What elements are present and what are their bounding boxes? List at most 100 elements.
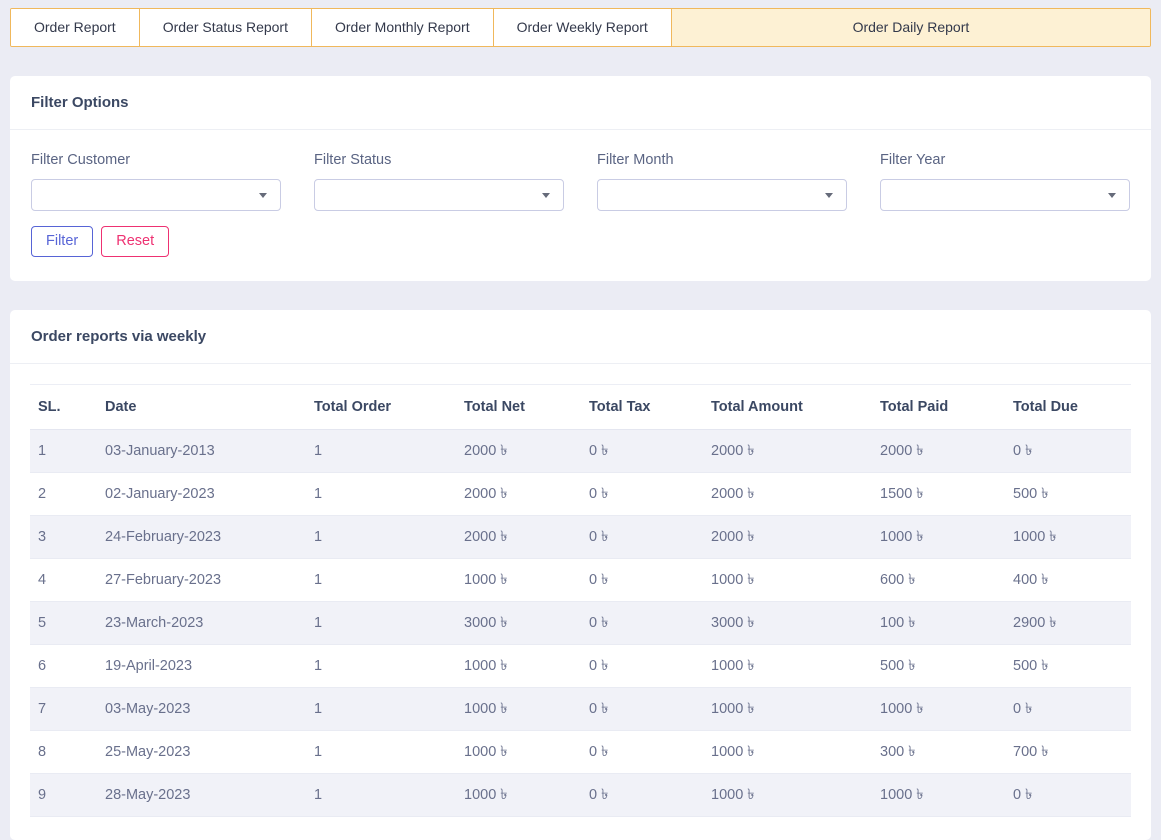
table-cell: 24-February-2023 xyxy=(97,515,306,559)
tab-order-weekly-report[interactable]: Order Weekly Report xyxy=(493,9,672,46)
table-cell: 1000 ৳ xyxy=(456,558,581,602)
column-header-total-net: Total Net xyxy=(456,384,581,430)
table-cell: 400 ৳ xyxy=(1005,558,1131,602)
table-cell: 27-February-2023 xyxy=(97,558,306,602)
filter-status-select[interactable] xyxy=(314,179,564,211)
report-tabs: Order Report Order Status Report Order M… xyxy=(10,8,1151,47)
column-header-total-amount: Total Amount xyxy=(703,384,872,430)
order-reports-table: SL. Date Total Order Total Net Total Tax… xyxy=(30,384,1131,817)
table-cell: 23-March-2023 xyxy=(97,601,306,645)
table-cell: 1 xyxy=(306,687,456,731)
table-cell: 1 xyxy=(306,429,456,473)
column-header-date: Date xyxy=(97,384,306,430)
table-cell: 1 xyxy=(306,515,456,559)
filter-month-field: Filter Month xyxy=(597,152,847,211)
filter-fields: Filter Customer Filter Status Filter Mon… xyxy=(31,152,1130,211)
table-cell: 0 ৳ xyxy=(581,515,703,559)
table-cell: 0 ৳ xyxy=(581,558,703,602)
filter-month-select[interactable] xyxy=(597,179,847,211)
table-cell: 1500 ৳ xyxy=(872,472,1005,516)
filter-actions: Filter Reset xyxy=(31,226,1130,257)
table-cell: 4 xyxy=(30,558,97,602)
table-cell: 1 xyxy=(306,730,456,774)
table-cell: 2 xyxy=(30,472,97,516)
table-cell: 600 ৳ xyxy=(872,558,1005,602)
table-cell: 0 ৳ xyxy=(581,773,703,817)
column-header-total-order: Total Order xyxy=(306,384,456,430)
table-cell: 1000 ৳ xyxy=(456,687,581,731)
chevron-down-icon xyxy=(542,193,550,198)
table-cell: 2000 ৳ xyxy=(456,429,581,473)
table-cell: 7 xyxy=(30,687,97,731)
filter-options-body: Filter Customer Filter Status Filter Mon… xyxy=(10,130,1151,281)
order-reports-title: Order reports via weekly xyxy=(10,310,1151,364)
table-row: 2 02-January-2023 1 2000 ৳ 0 ৳ 2000 ৳ 1500 ৳ 50… xyxy=(30,472,1131,516)
column-header-sl: SL. xyxy=(30,384,97,430)
filter-year-select[interactable] xyxy=(880,179,1130,211)
order-reports-table-wrap: SL. Date Total Order Total Net Total Tax… xyxy=(10,364,1151,840)
table-cell: 1000 ৳ xyxy=(703,730,872,774)
table-cell: 1000 ৳ xyxy=(456,730,581,774)
table-cell: 0 ৳ xyxy=(1005,773,1131,817)
table-cell: 03-May-2023 xyxy=(97,687,306,731)
column-header-total-paid: Total Paid xyxy=(872,384,1005,430)
table-cell: 2000 ৳ xyxy=(703,472,872,516)
tab-order-monthly-report[interactable]: Order Monthly Report xyxy=(311,9,494,46)
table-cell: 500 ৳ xyxy=(1005,472,1131,516)
table-cell: 2000 ৳ xyxy=(703,429,872,473)
table-cell: 0 ৳ xyxy=(581,687,703,731)
tab-order-status-report[interactable]: Order Status Report xyxy=(139,9,312,46)
table-cell: 6 xyxy=(30,644,97,688)
column-header-total-due: Total Due xyxy=(1005,384,1131,430)
table-cell: 0 ৳ xyxy=(581,429,703,473)
table-cell: 0 ৳ xyxy=(581,644,703,688)
filter-year-field: Filter Year xyxy=(880,152,1130,211)
table-cell: 1 xyxy=(306,601,456,645)
table-cell: 2000 ৳ xyxy=(703,515,872,559)
tab-order-daily-report[interactable]: Order Daily Report xyxy=(671,9,1150,46)
table-cell: 2000 ৳ xyxy=(456,515,581,559)
filter-customer-field: Filter Customer xyxy=(31,152,281,211)
table-row: 1 03-January-2013 1 2000 ৳ 0 ৳ 2000 ৳ 2000 ৳ 0 … xyxy=(30,429,1131,473)
filter-customer-label: Filter Customer xyxy=(31,152,131,168)
chevron-down-icon xyxy=(825,193,833,198)
table-cell: 0 ৳ xyxy=(581,730,703,774)
table-cell: 1 xyxy=(306,472,456,516)
table-header-row: SL. Date Total Order Total Net Total Tax… xyxy=(30,384,1131,430)
table-cell: 1000 ৳ xyxy=(872,515,1005,559)
table-cell: 1000 ৳ xyxy=(456,773,581,817)
table-row: 7 03-May-2023 1 1000 ৳ 0 ৳ 1000 ৳ 1000 ৳ 0 ৳ xyxy=(30,687,1131,731)
table-cell: 3000 ৳ xyxy=(703,601,872,645)
table-cell: 1 xyxy=(30,429,97,473)
table-cell: 0 ৳ xyxy=(1005,687,1131,731)
filter-status-field: Filter Status xyxy=(314,152,564,211)
reset-button[interactable]: Reset xyxy=(101,226,170,257)
table-cell: 500 ৳ xyxy=(1005,644,1131,688)
table-cell: 0 ৳ xyxy=(1005,429,1131,473)
table-cell: 2900 ৳ xyxy=(1005,601,1131,645)
filter-year-label: Filter Year xyxy=(880,152,946,168)
table-cell: 2000 ৳ xyxy=(456,472,581,516)
filter-customer-select[interactable] xyxy=(31,179,281,211)
filter-button[interactable]: Filter xyxy=(31,226,94,257)
table-cell: 700 ৳ xyxy=(1005,730,1131,774)
column-header-total-tax: Total Tax xyxy=(581,384,703,430)
table-cell: 02-January-2023 xyxy=(97,472,306,516)
table-cell: 1000 ৳ xyxy=(703,644,872,688)
filter-month-label: Filter Month xyxy=(597,152,674,168)
table-cell: 5 xyxy=(30,601,97,645)
table-row: 4 27-February-2023 1 1000 ৳ 0 ৳ 1000 ৳ 600 ৳ 40… xyxy=(30,558,1131,602)
table-cell: 2000 ৳ xyxy=(872,429,1005,473)
table-cell: 1000 ৳ xyxy=(872,687,1005,731)
table-cell: 1000 ৳ xyxy=(872,773,1005,817)
table-row: 6 19-April-2023 1 1000 ৳ 0 ৳ 1000 ৳ 500 ৳ 500 ৳ xyxy=(30,644,1131,688)
table-cell: 500 ৳ xyxy=(872,644,1005,688)
table-cell: 19-April-2023 xyxy=(97,644,306,688)
tab-order-report[interactable]: Order Report xyxy=(11,9,140,46)
table-cell: 100 ৳ xyxy=(872,601,1005,645)
table-cell: 1000 ৳ xyxy=(703,687,872,731)
table-cell: 28-May-2023 xyxy=(97,773,306,817)
order-reports-card: Order reports via weekly SL. Date Total … xyxy=(10,310,1151,840)
table-row: 5 23-March-2023 1 3000 ৳ 0 ৳ 3000 ৳ 100 ৳ 2900 … xyxy=(30,601,1131,645)
